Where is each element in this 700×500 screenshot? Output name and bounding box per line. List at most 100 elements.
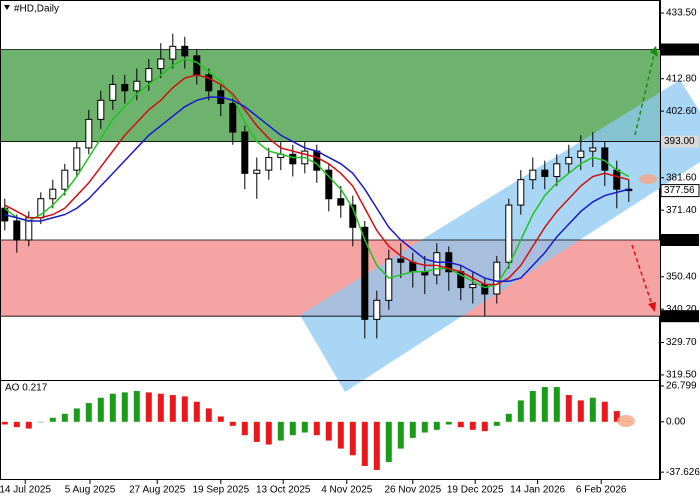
ao-bar bbox=[373, 421, 380, 470]
ao-bar bbox=[529, 391, 536, 422]
ao-bar bbox=[265, 421, 272, 445]
ao-bar bbox=[181, 396, 188, 422]
candle-body bbox=[145, 68, 153, 82]
level-label: 362.00 bbox=[664, 235, 695, 246]
candle-body bbox=[85, 118, 93, 149]
candle-body bbox=[181, 45, 189, 57]
candle-body bbox=[241, 131, 249, 174]
ao-bar bbox=[397, 421, 404, 449]
y-tick-label: 371.40 bbox=[666, 205, 697, 216]
moving-average bbox=[4, 58, 630, 289]
ao-bar bbox=[1, 421, 8, 425]
candle-body bbox=[121, 83, 129, 92]
candle-body bbox=[373, 299, 381, 320]
y-tick-label: 402.60 bbox=[666, 106, 697, 117]
candle-body bbox=[601, 147, 609, 171]
ao-bar bbox=[157, 393, 164, 422]
candle-body bbox=[553, 163, 561, 178]
candle-body bbox=[409, 261, 417, 273]
y-tick-label: 319.50 bbox=[666, 370, 697, 381]
level-label: 338.00 bbox=[664, 311, 695, 322]
y-tick-label: 350.40 bbox=[666, 271, 697, 282]
ao-bar bbox=[61, 413, 68, 422]
y-tick-label: 433.50 bbox=[666, 8, 697, 19]
candle-body bbox=[385, 258, 393, 301]
x-tick-label: 6 Feb 2026 bbox=[576, 485, 627, 496]
ao-bar bbox=[133, 391, 140, 422]
up-arrow-head bbox=[650, 46, 658, 57]
ao-bar bbox=[277, 421, 284, 441]
ao-bar bbox=[325, 421, 332, 441]
level-label: 422.00 bbox=[664, 44, 695, 55]
ao-bar bbox=[13, 421, 20, 428]
ao-bar bbox=[445, 421, 452, 425]
zone bbox=[1, 49, 660, 142]
candle-body bbox=[589, 147, 597, 152]
candle-body bbox=[337, 198, 345, 206]
ao-bar bbox=[565, 395, 572, 422]
ao-bar bbox=[601, 401, 608, 422]
ao-bar bbox=[541, 387, 548, 422]
ao-bar bbox=[205, 408, 212, 422]
ao-bar bbox=[85, 403, 92, 422]
candle-body bbox=[253, 169, 261, 174]
candle-body bbox=[61, 169, 69, 190]
ao-bar bbox=[433, 421, 440, 430]
candle-body bbox=[517, 179, 525, 206]
y-tick-label: 381.60 bbox=[666, 172, 697, 183]
candle-body bbox=[289, 153, 297, 165]
trend-channel bbox=[300, 80, 700, 392]
level-label-box bbox=[661, 310, 699, 323]
x-tick-label: 4 Nov 2025 bbox=[321, 485, 373, 496]
title-icon bbox=[4, 5, 10, 10]
indicator-title: AO 0.217 bbox=[5, 383, 48, 394]
ao-bar bbox=[121, 392, 128, 422]
candle-body bbox=[97, 99, 105, 120]
y-tick-label: 340.20 bbox=[666, 304, 697, 315]
down-arrow-head bbox=[648, 302, 656, 312]
level-label-box bbox=[661, 43, 699, 56]
ao-bar bbox=[553, 387, 560, 422]
ao-bar bbox=[361, 421, 368, 466]
ao-bar bbox=[385, 421, 392, 462]
ao-bar bbox=[145, 392, 152, 422]
ao-bar bbox=[517, 400, 524, 422]
down-arrow bbox=[631, 244, 653, 306]
ao-bar bbox=[289, 421, 296, 436]
chart-title: #HD,Daily bbox=[14, 4, 59, 15]
last-price-label: 377.56 bbox=[664, 185, 695, 196]
ao-bar bbox=[613, 411, 620, 422]
ao-bar bbox=[301, 421, 308, 433]
candle-body bbox=[505, 204, 513, 263]
candle-body bbox=[541, 169, 549, 178]
x-tick-label: 14 Jan 2026 bbox=[510, 485, 565, 496]
candle-body bbox=[565, 156, 573, 165]
ao-bar bbox=[577, 400, 584, 422]
candle-body bbox=[205, 74, 213, 92]
x-tick-label: 19 Sep 2025 bbox=[192, 485, 249, 496]
candle-body bbox=[265, 156, 273, 171]
ao-tick-label: 26.799 bbox=[666, 381, 697, 392]
ao-bar bbox=[409, 421, 416, 438]
ao-bar bbox=[337, 421, 344, 449]
ao-bar bbox=[421, 421, 428, 433]
candle-body bbox=[133, 80, 141, 92]
x-tick-label: 19 Dec 2025 bbox=[447, 485, 504, 496]
y-tick-label: 329.70 bbox=[666, 337, 697, 348]
candle-body bbox=[433, 252, 441, 276]
ao-bar bbox=[49, 417, 56, 422]
ao-bar bbox=[469, 421, 476, 430]
candle-body bbox=[577, 150, 585, 158]
candle-body bbox=[157, 58, 165, 70]
ao-bar bbox=[481, 421, 488, 432]
candle-body bbox=[229, 102, 237, 133]
moving-average bbox=[4, 96, 629, 283]
ao-bar bbox=[97, 397, 104, 422]
candle-body bbox=[613, 169, 621, 190]
level-label-box bbox=[661, 135, 699, 148]
ao-tick-label: 0.00 bbox=[666, 416, 686, 427]
ao-bar bbox=[457, 421, 464, 428]
ao-bar bbox=[229, 421, 236, 426]
candle-body bbox=[493, 261, 501, 295]
